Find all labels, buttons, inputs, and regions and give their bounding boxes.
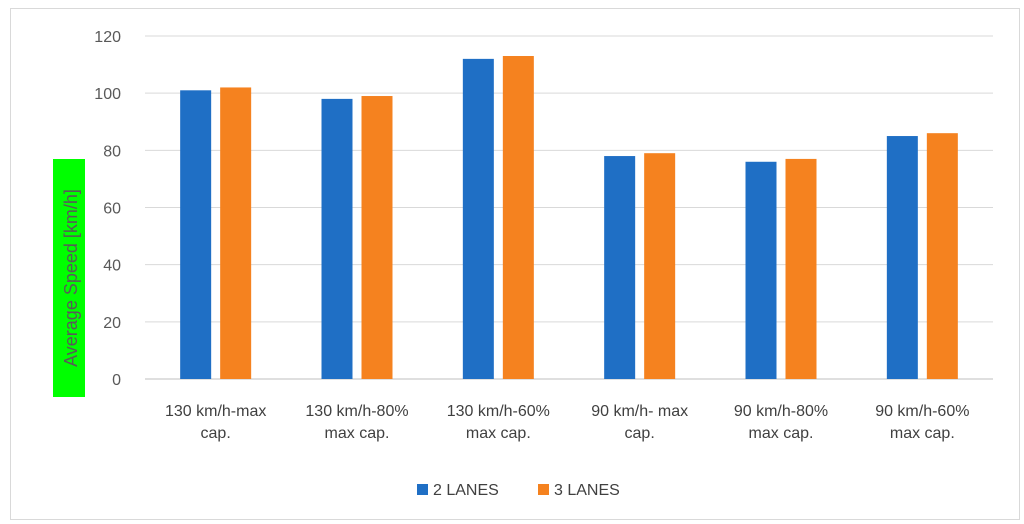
bar-2-lanes (886, 136, 918, 379)
x-category-label-line: 90 km/h- max (591, 403, 688, 420)
y-tick-label: 40 (103, 258, 121, 275)
bar-2-lanes (604, 156, 636, 379)
y-axis-title: Average Speed [km/h] (53, 159, 85, 397)
legend-label: 3 LANES (554, 482, 620, 499)
y-tick-label: 20 (103, 315, 121, 332)
y-tick-label: 60 (103, 201, 121, 218)
x-axis-categories: 130 km/h-max cap.130 km/h-80% max cap.130 … (165, 403, 969, 442)
legend: 2 LANES 3 LANES (417, 482, 620, 499)
x-category-label-line: max cap. (749, 425, 814, 442)
x-category-label-line: max cap. (466, 425, 531, 442)
legend-swatch (417, 484, 428, 495)
legend-swatch (538, 484, 549, 495)
x-category-label-line: 130 km/h-80% (305, 403, 408, 420)
y-axis-ticks: 0 20 40 60 80 100 120 (94, 29, 121, 389)
x-category-label-line: 130 km/h-max (165, 403, 266, 420)
bar-3-lanes (785, 158, 817, 379)
x-category-label: 90 km/h-60% max cap. (875, 403, 969, 442)
bar-3-lanes (361, 96, 393, 380)
x-category-label-line: max cap. (325, 425, 390, 442)
bar-3-lanes (926, 133, 958, 379)
x-category-label: 130 km/h-60% max cap. (447, 403, 550, 442)
y-axis-title-text: Average Speed [km/h] (61, 189, 81, 367)
gridlines (145, 35, 993, 380)
bar-3-lanes (220, 87, 252, 379)
y-axis-title-highlight (53, 159, 85, 397)
bar-2-lanes (462, 58, 494, 379)
x-category-label-line: max cap. (890, 425, 955, 442)
bars (180, 56, 958, 380)
x-category-label-line: cap. (201, 425, 231, 442)
x-category-label-line: 90 km/h-60% (875, 403, 969, 420)
x-category-label-line: 90 km/h-80% (734, 403, 828, 420)
bar-3-lanes (644, 153, 676, 379)
x-category-label-line: 130 km/h-60% (447, 403, 550, 420)
bar-3-lanes (502, 56, 534, 380)
y-tick-label: 120 (94, 29, 121, 46)
x-category-label: 130 km/h-80% max cap. (305, 403, 408, 442)
legend-label: 2 LANES (433, 482, 499, 499)
x-category-label-line: cap. (625, 425, 655, 442)
y-tick-label: 100 (94, 86, 121, 103)
bar-2-lanes (321, 98, 353, 379)
x-category-label: 90 km/h- max cap. (591, 403, 688, 442)
x-category-label: 90 km/h-80% max cap. (734, 403, 828, 442)
x-category-label: 130 km/h-max cap. (165, 403, 266, 442)
y-tick-label: 80 (103, 143, 121, 160)
y-tick-label: 0 (112, 372, 121, 389)
bar-2-lanes (180, 90, 212, 379)
bar-2-lanes (745, 161, 777, 379)
